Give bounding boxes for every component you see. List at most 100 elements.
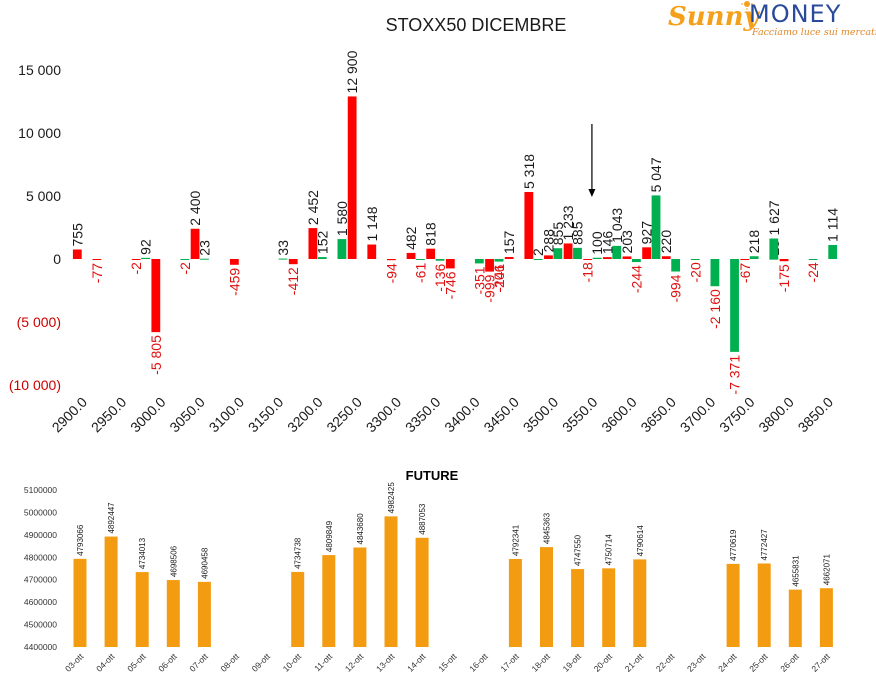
data-label: -94 <box>383 263 399 283</box>
bar <box>131 259 141 260</box>
data-label: 23 <box>196 240 212 256</box>
bar <box>544 255 553 259</box>
bar <box>540 547 553 647</box>
data-label: 4750714 <box>605 534 614 566</box>
data-label: 885 <box>569 221 585 245</box>
data-label: 4809849 <box>325 520 334 552</box>
x-tick-label: 3150.0 <box>245 394 287 436</box>
bar <box>190 228 200 259</box>
chart-title: STOXX50 DICEMBRE <box>386 15 567 35</box>
x-tick-label: 3700.0 <box>677 394 719 436</box>
data-label: -351 <box>471 266 487 294</box>
x-tick-label: 3650.0 <box>637 394 679 436</box>
bar <box>197 581 211 647</box>
data-label: -20 <box>687 262 703 282</box>
y-tick-label: (10 000) <box>9 377 61 393</box>
bar <box>533 258 543 260</box>
x-tick-label: 3600.0 <box>598 394 640 436</box>
y-tick-label: 10 000 <box>18 125 61 141</box>
x-tick-label: 3300.0 <box>363 394 405 436</box>
x-tick-label: 25-ott <box>747 651 770 674</box>
x-tick-label: 24-ott <box>716 651 739 674</box>
bar <box>508 559 522 647</box>
x-tick-label: 2950.0 <box>88 394 130 436</box>
data-label: 1 627 <box>766 200 782 235</box>
bar <box>740 259 750 260</box>
data-label: 1 043 <box>609 208 625 243</box>
bar <box>426 248 436 259</box>
y-tick-label: 4500000 <box>24 620 57 630</box>
data-label: 288 <box>540 229 556 253</box>
y-tick-label: (5 000) <box>17 314 61 330</box>
data-label: -459 <box>226 268 242 296</box>
bar <box>278 258 288 260</box>
data-label: 220 <box>658 230 674 254</box>
y-tick-label: 4800000 <box>24 552 57 562</box>
y-tick-label: 0 <box>53 251 61 267</box>
bar <box>347 96 357 260</box>
data-label: 4982425 <box>387 482 396 514</box>
bar <box>726 563 740 647</box>
logo-tagline: Facciamo luce sui mercati <box>752 27 876 38</box>
bar <box>485 259 494 272</box>
bar <box>661 256 671 259</box>
x-tick-label: 12-ott <box>343 651 366 674</box>
data-label: -412 <box>285 267 301 295</box>
data-label: -5 805 <box>148 335 164 375</box>
bar <box>524 191 534 259</box>
bar <box>229 259 239 265</box>
bar <box>288 259 298 265</box>
x-tick-label: 23-ott <box>685 651 708 674</box>
data-label: -136 <box>432 264 448 292</box>
data-label: 4747550 <box>574 534 583 566</box>
bar <box>651 195 661 259</box>
data-label: 4887053 <box>418 503 427 535</box>
data-label: 33 <box>275 240 291 256</box>
bar <box>384 516 398 647</box>
x-tick-label: 3250.0 <box>323 394 365 436</box>
bar <box>788 589 802 647</box>
data-label: -994 <box>668 274 684 302</box>
y-tick-label: 5 000 <box>26 188 61 204</box>
data-label: 4655831 <box>791 555 800 587</box>
data-label: -77 <box>89 263 105 283</box>
data-label: -244 <box>628 265 644 293</box>
bar <box>602 568 616 647</box>
bar <box>504 257 514 259</box>
data-label: 92 <box>138 239 154 255</box>
data-label: 855 <box>550 222 566 246</box>
data-label: 2 <box>530 248 546 256</box>
bar <box>151 259 161 333</box>
data-label: 4698506 <box>169 545 178 577</box>
data-label: 4734738 <box>294 537 303 569</box>
x-tick-label: 2900.0 <box>49 394 91 436</box>
data-label: -206 <box>491 264 507 292</box>
x-tick-label: 21-ott <box>623 651 646 674</box>
bar <box>353 547 367 647</box>
data-label: 146 <box>599 231 615 255</box>
bar <box>592 257 602 259</box>
data-label: 4845363 <box>543 512 552 544</box>
bar <box>180 259 190 260</box>
data-label: 1 233 <box>560 205 576 240</box>
bar <box>494 259 504 261</box>
bar <box>92 259 102 260</box>
data-label: 4843680 <box>356 513 365 545</box>
future-chart: FUTURE 5100000 5000000 4900000 4800000 470000… <box>24 468 833 674</box>
bar <box>322 555 336 647</box>
stoxx50-chart: STOXX50 DICEMBRE 15 000 10 000 5 000 0 (5 000… <box>9 15 841 435</box>
bar <box>612 245 622 259</box>
logo-sunny-text: Sunny <box>668 2 759 32</box>
x-tick-label: 26-ott <box>778 651 801 674</box>
data-label: 4792341 <box>511 524 520 556</box>
data-label: 5 047 <box>648 157 664 192</box>
data-label: 4662071 <box>822 554 831 586</box>
x-tick-label: 27-ott <box>809 651 832 674</box>
y-tick-label: 4700000 <box>24 575 57 585</box>
data-label: 4690458 <box>200 547 209 579</box>
bar <box>563 243 573 259</box>
bar <box>308 228 318 259</box>
bar <box>749 256 759 259</box>
data-label: -67 <box>737 263 753 283</box>
x-tick-label: 09-ott <box>250 651 273 674</box>
